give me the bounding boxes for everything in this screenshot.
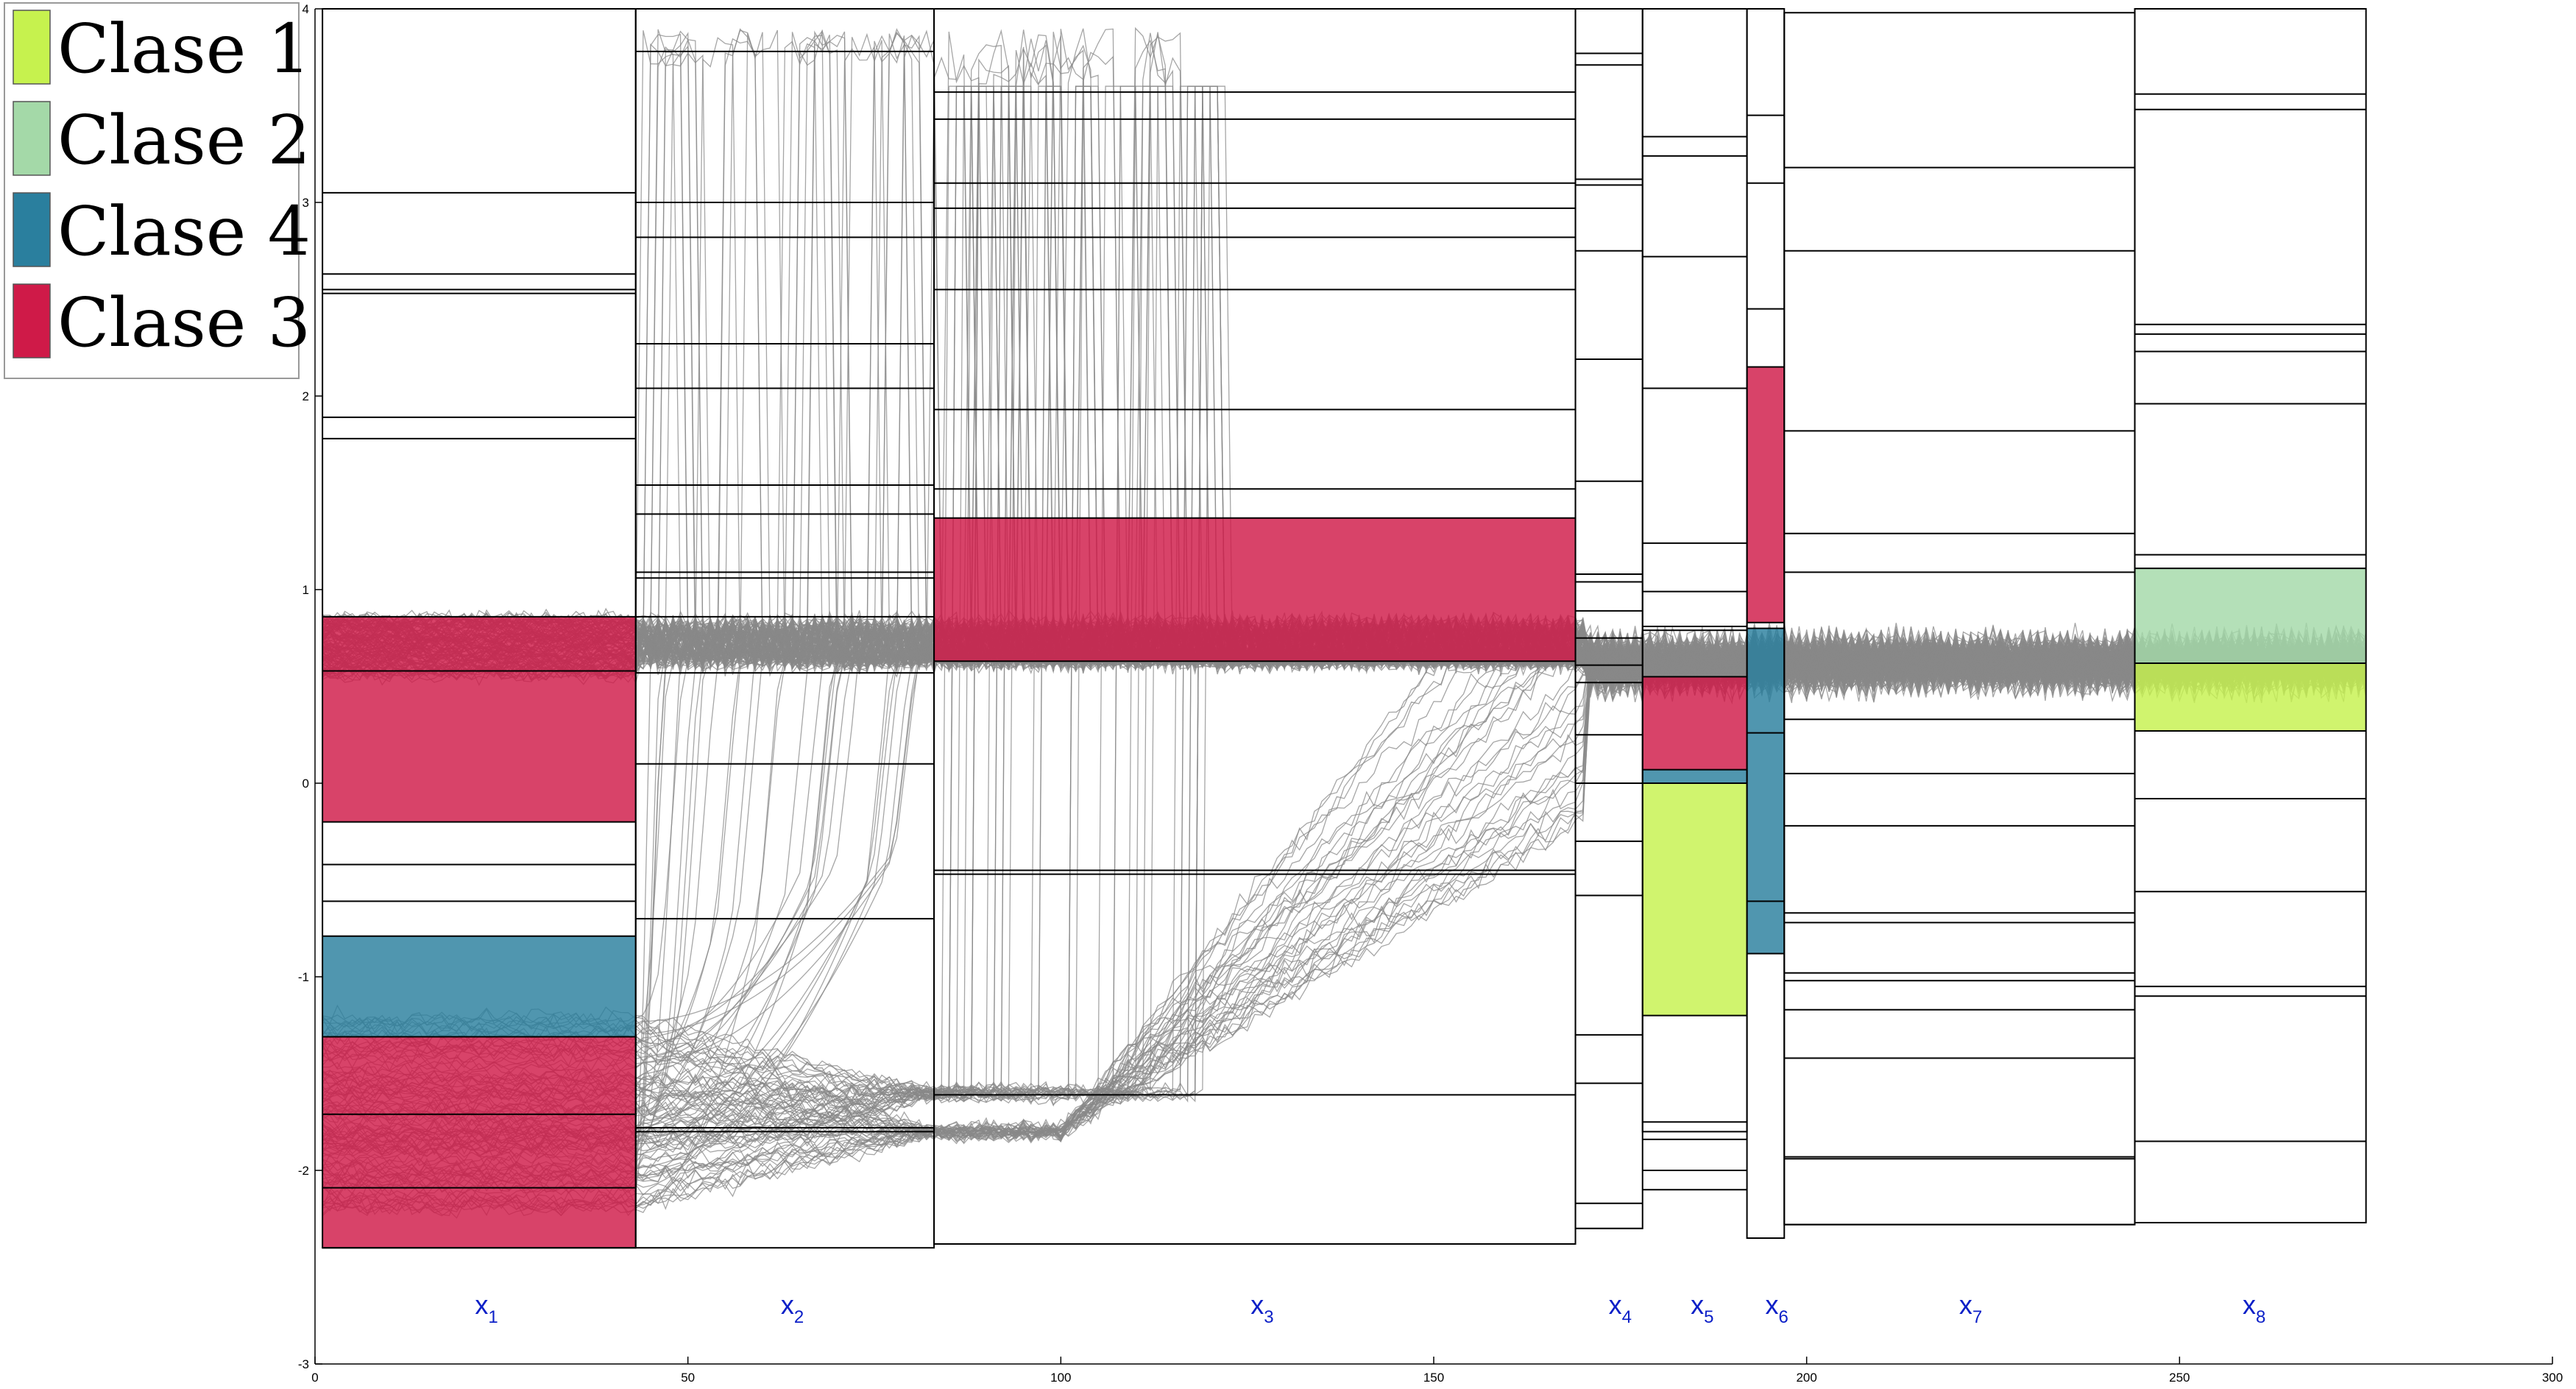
x-tick-label: 0 bbox=[311, 1371, 318, 1385]
series-line bbox=[322, 609, 2367, 698]
legend: Clase 1 Clase 2 Clase 4 Clase 3 bbox=[4, 2, 311, 379]
segment-labels: x1 x2 x3 x4 x5 x6 x7 x8 bbox=[475, 1290, 2265, 1327]
legend-label: Clase 1 bbox=[57, 10, 311, 88]
series-line bbox=[322, 629, 2367, 1205]
class-region bbox=[1747, 628, 1785, 954]
class-region bbox=[1747, 367, 1785, 623]
series-line bbox=[322, 629, 2367, 1144]
class-region bbox=[2134, 662, 2366, 731]
x-tick-label: 100 bbox=[1050, 1371, 1071, 1385]
x-tick-label: 300 bbox=[2542, 1371, 2563, 1385]
segment-label: x2 bbox=[781, 1290, 804, 1327]
axes: -3 -2 -1 0 1 2 3 4 0 50 100 150 200 250 300 bbox=[298, 2, 2563, 1385]
class-region bbox=[1642, 769, 1747, 783]
legend-swatch bbox=[13, 283, 51, 358]
class-regions bbox=[322, 367, 2366, 1248]
legend-box bbox=[4, 2, 300, 379]
series-line bbox=[322, 630, 2367, 1187]
legend-label: Clase 2 bbox=[57, 101, 311, 180]
x-tick-label: 150 bbox=[1423, 1371, 1444, 1385]
segment-label: x8 bbox=[2243, 1290, 2265, 1327]
segment-thresholds bbox=[322, 8, 2367, 1249]
legend-label: Clase 4 bbox=[57, 192, 311, 271]
class-region bbox=[322, 616, 636, 822]
series-line bbox=[322, 46, 2367, 696]
class-region bbox=[1642, 676, 1747, 770]
segment-label: x7 bbox=[1959, 1290, 1982, 1327]
segment-label: x4 bbox=[1609, 1290, 1632, 1327]
x-tick-label: 50 bbox=[681, 1371, 695, 1385]
time-series-lines bbox=[322, 26, 2367, 1219]
y-tick-label: 4 bbox=[302, 2, 309, 16]
y-tick-label: -2 bbox=[298, 1164, 309, 1178]
x-tick-label: 200 bbox=[1796, 1371, 1816, 1385]
y-tick-label: 3 bbox=[302, 196, 309, 210]
y-tick-label: 1 bbox=[302, 583, 309, 597]
segment-label: x1 bbox=[475, 1290, 498, 1327]
y-tick-label: -1 bbox=[298, 970, 309, 984]
legend-swatch bbox=[13, 10, 51, 85]
legend-label: Clase 3 bbox=[57, 283, 311, 362]
x-tick-label: 250 bbox=[2169, 1371, 2190, 1385]
segment-label: x5 bbox=[1691, 1290, 1713, 1327]
class-region bbox=[1642, 783, 1747, 1016]
class-region bbox=[322, 1036, 636, 1248]
series-line bbox=[322, 629, 2367, 1048]
class-region bbox=[934, 517, 1576, 662]
series-line bbox=[322, 633, 2367, 1171]
class-region bbox=[322, 936, 636, 1037]
y-tick-label: 0 bbox=[302, 777, 309, 791]
segment-label: x3 bbox=[1250, 1290, 1273, 1327]
legend-swatch bbox=[13, 192, 51, 267]
class-region bbox=[2134, 568, 2366, 663]
y-tick-label: -3 bbox=[298, 1357, 309, 1371]
y-tick-label: 2 bbox=[302, 389, 309, 403]
legend-swatch bbox=[13, 101, 51, 176]
segment-label: x6 bbox=[1765, 1290, 1788, 1327]
